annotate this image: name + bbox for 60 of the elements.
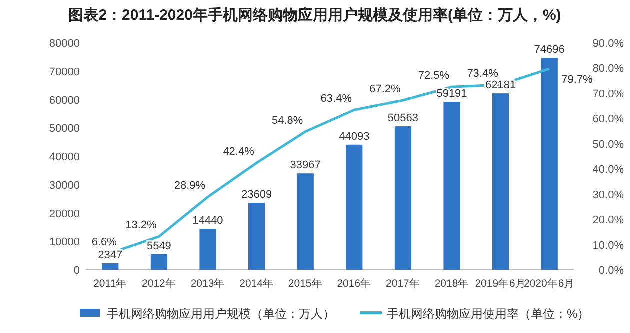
legend-label: 手机网络购物应用用户规模（单位：万人） bbox=[107, 307, 335, 321]
data-label: 50563 bbox=[388, 112, 418, 125]
data-label: 73.4% bbox=[467, 68, 499, 80]
y-tick-label: 10000 bbox=[49, 236, 80, 249]
bar bbox=[150, 254, 168, 270]
data-label: 28.9% bbox=[174, 180, 206, 192]
y-tick-label: 0 bbox=[74, 265, 80, 277]
y2-tick-label: 20.0% bbox=[592, 214, 624, 227]
bar bbox=[394, 126, 412, 270]
bar bbox=[346, 144, 363, 270]
data-label: 44093 bbox=[339, 130, 370, 143]
y2-tick-label: 60.0% bbox=[592, 114, 624, 126]
y2-tick-label: 0.0% bbox=[598, 265, 624, 277]
bar bbox=[248, 203, 266, 270]
data-label: 23609 bbox=[242, 189, 272, 202]
data-label: 14440 bbox=[192, 215, 224, 228]
y-tick-label: 70000 bbox=[49, 66, 80, 78]
x-tick-label: 2013年 bbox=[190, 278, 226, 290]
x-tick-label: 2016年 bbox=[337, 278, 372, 290]
bar bbox=[297, 174, 314, 270]
y2-tick-label: 50.0% bbox=[592, 138, 624, 151]
x-tick-label: 2020年6月 bbox=[524, 278, 576, 290]
y2-tick-label: 70.0% bbox=[592, 88, 624, 100]
x-tick-label: 2018年 bbox=[434, 278, 470, 290]
y-tick-label: 50000 bbox=[49, 123, 80, 136]
y-tick-label: 40000 bbox=[49, 152, 80, 164]
x-tick-label: 2015年 bbox=[288, 278, 323, 290]
data-label: 6.6% bbox=[92, 236, 118, 248]
x-tick-label: 2014年 bbox=[240, 278, 274, 290]
bar bbox=[200, 229, 216, 270]
y2-tick-label: 80.0% bbox=[592, 63, 624, 76]
data-label: 59191 bbox=[436, 88, 468, 100]
data-label: 33967 bbox=[290, 160, 321, 172]
data-label: 54.8% bbox=[272, 114, 304, 127]
y-tick-label: 80000 bbox=[49, 38, 80, 50]
y2-tick-label: 10.0% bbox=[592, 240, 624, 252]
legend-label: 手机网络购物应用使用率（单位：%） bbox=[387, 307, 590, 321]
bar bbox=[541, 58, 558, 270]
y2-tick-label: 90.0% bbox=[592, 38, 624, 50]
bar bbox=[102, 263, 119, 270]
chart-title: 图表2：2011-2020年手机网络购物应用用户规模及使用率(单位：万人，%) bbox=[68, 6, 562, 24]
data-label: 67.2% bbox=[370, 84, 402, 96]
data-label: 13.2% bbox=[126, 220, 158, 232]
data-label: 72.5% bbox=[418, 70, 450, 82]
y-tick-label: 60000 bbox=[49, 94, 80, 107]
data-label: 74696 bbox=[534, 44, 565, 56]
bar bbox=[492, 94, 510, 270]
data-label: 5549 bbox=[146, 240, 172, 252]
y2-tick-label: 40.0% bbox=[592, 164, 624, 176]
y-tick-label: 20000 bbox=[49, 208, 80, 220]
x-tick-label: 2017年 bbox=[386, 278, 420, 290]
data-label: 2347 bbox=[98, 249, 123, 262]
x-tick-label: 2012年 bbox=[142, 278, 176, 290]
y2-tick-label: 30.0% bbox=[592, 189, 624, 202]
x-tick-label: 2011年 bbox=[94, 278, 128, 290]
data-label: 79.7% bbox=[562, 74, 594, 86]
data-label: 63.4% bbox=[320, 93, 352, 106]
y-tick-label: 30000 bbox=[49, 180, 80, 192]
data-label: 42.4% bbox=[223, 146, 255, 158]
bar bbox=[444, 102, 460, 270]
